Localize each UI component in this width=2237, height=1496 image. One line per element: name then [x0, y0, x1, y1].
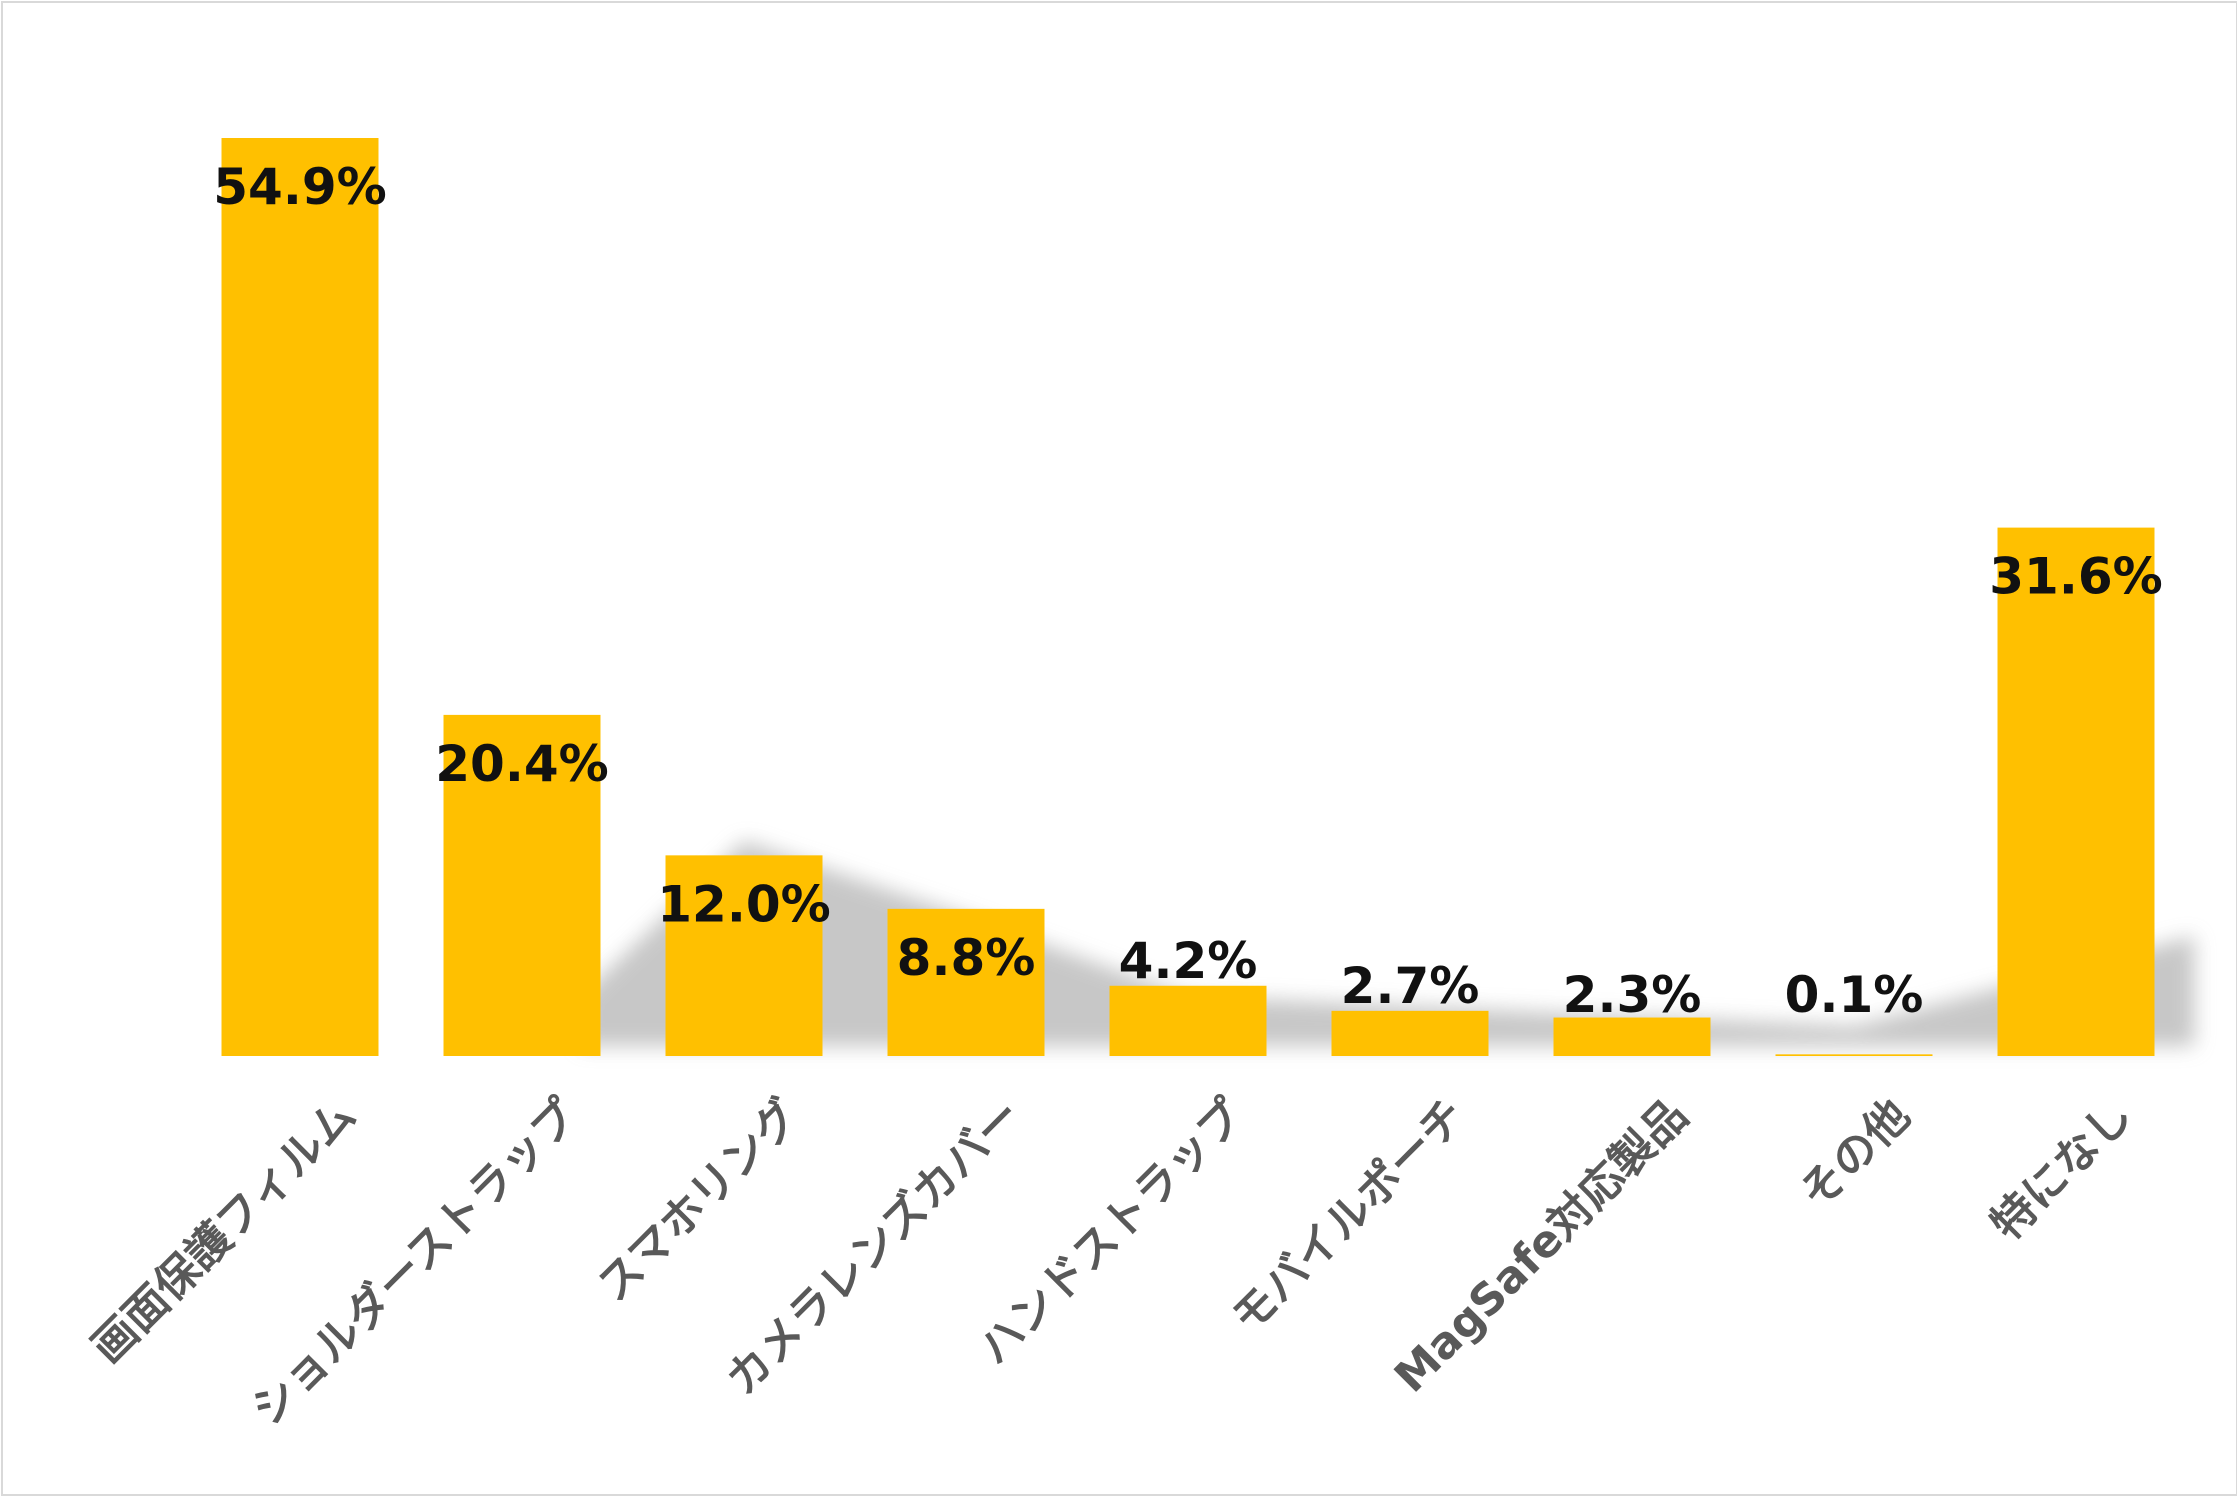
data-label-7: 2.3% — [1563, 966, 1702, 1024]
bar-8 — [1775, 1054, 1933, 1056]
bar-5 — [1109, 985, 1267, 1056]
bar-9 — [1997, 527, 2155, 1056]
category-label-6: モバイルポーチ — [1222, 1090, 1476, 1344]
data-label-6: 2.7% — [1341, 957, 1480, 1015]
data-label-9: 31.6% — [1989, 548, 2162, 606]
data-label-1: 54.9% — [213, 158, 386, 216]
bar-6 — [1331, 1010, 1489, 1056]
category-label-8: その他 — [1790, 1090, 1919, 1219]
value-label-layer: 54.9% 20.4% 12.0% 8.8% 4.2% 2.7% 2.3% 0.1% 31.6% — [213, 158, 2162, 1024]
data-label-2: 20.4% — [435, 735, 608, 793]
category-label-9: 特になし — [1981, 1090, 2142, 1251]
data-label-3: 12.0% — [657, 875, 830, 933]
data-label-8: 0.1% — [1785, 966, 1924, 1024]
bar-2 — [443, 714, 601, 1056]
bar-3 — [665, 855, 823, 1056]
bar-7 — [1553, 1017, 1711, 1056]
category-label-3: スマホリング — [588, 1090, 810, 1312]
data-label-4: 8.8% — [897, 929, 1036, 987]
data-label-5: 4.2% — [1119, 932, 1258, 990]
bar-layer — [221, 138, 2155, 1056]
bar-1 — [221, 138, 379, 1056]
bar-4 — [887, 908, 1045, 1056]
